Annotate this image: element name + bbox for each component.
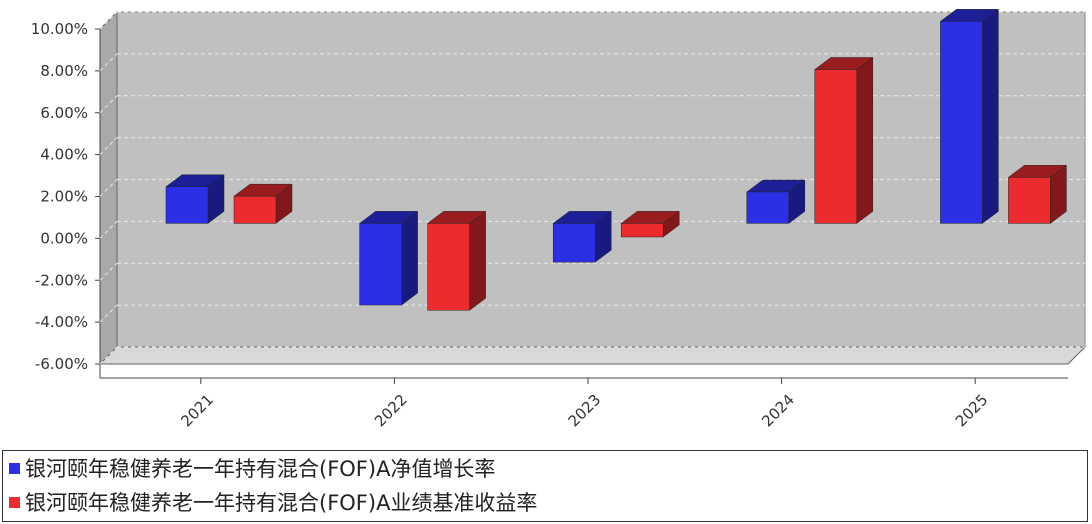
bar-front bbox=[552, 223, 596, 263]
x-tick-label: 2025 bbox=[952, 391, 992, 431]
x-tick-label: 2023 bbox=[565, 391, 605, 431]
bar-1-2021 bbox=[165, 174, 225, 224]
x-tick-label: 2022 bbox=[371, 391, 411, 431]
bar-front bbox=[427, 223, 470, 311]
legend-label-series-1: 银河颐年稳健养老一年持有混合(FOF)A净值增长率 bbox=[25, 457, 496, 481]
legend-swatch-series-1 bbox=[9, 462, 20, 474]
y-tick-label: 2.00% bbox=[40, 188, 88, 206]
bar-side bbox=[469, 210, 486, 311]
y-tick-label: 4.00% bbox=[40, 146, 88, 164]
y-tick-label: 8.00% bbox=[40, 62, 88, 80]
bar-1-2025 bbox=[939, 8, 1000, 224]
legend-label-series-2: 银河颐年稳健养老一年持有混合(FOF)A业绩基准收益率 bbox=[25, 491, 538, 515]
y-tick-label: -4.00% bbox=[35, 313, 88, 331]
bar-front bbox=[233, 195, 277, 224]
left-wall bbox=[99, 10, 118, 366]
bar-front bbox=[165, 186, 209, 224]
bar-front bbox=[940, 21, 983, 224]
bar-1-2023 bbox=[552, 210, 612, 263]
bar-2-2022 bbox=[426, 210, 487, 311]
bar-front bbox=[746, 191, 790, 224]
y-axis-ticks: -6.00% -4.00% -2.00% 0.00% 2.00% 4.00% 6.00% 8.… bbox=[31, 20, 100, 373]
bar-2-2025 bbox=[1007, 164, 1068, 224]
floor bbox=[98, 346, 1087, 365]
bar-1-2022 bbox=[358, 210, 419, 306]
bar-side bbox=[401, 210, 418, 306]
legend-item-series-1: 银河颐年稳健养老一年持有混合(FOF)A净值增长率 bbox=[3, 451, 1087, 485]
legend-swatch-series-2 bbox=[9, 496, 20, 508]
y-tick-label: -6.00% bbox=[35, 355, 88, 373]
bar-side bbox=[856, 56, 874, 224]
bar-chart: -6.00% -4.00% -2.00% 0.00% 2.00% 4.00% 6.00% 8.… bbox=[31, 8, 1087, 431]
y-tick-label: 0.00% bbox=[40, 229, 88, 247]
bars bbox=[165, 8, 1068, 311]
bar-front bbox=[359, 223, 402, 306]
y-tick-label: 10.00% bbox=[31, 20, 88, 38]
legend: 银河颐年稳健养老一年持有混合(FOF)A净值增长率 银河颐年稳健养老一年持有混合… bbox=[2, 450, 1088, 522]
bar-1-2024 bbox=[746, 179, 806, 224]
legend-item-series-2: 银河颐年稳健养老一年持有混合(FOF)A业绩基准收益率 bbox=[3, 485, 1087, 519]
bar-2-2024 bbox=[814, 56, 874, 224]
y-tick-label: 6.00% bbox=[40, 104, 88, 122]
x-axis-ticks: 2021 2022 2023 2024 2025 bbox=[177, 378, 992, 431]
bar-front bbox=[620, 223, 664, 238]
bar-2-2023 bbox=[620, 210, 680, 238]
x-tick-label: 2021 bbox=[177, 391, 217, 431]
y-tick-label: -2.00% bbox=[35, 271, 88, 289]
bar-front bbox=[1008, 177, 1051, 224]
bar-side bbox=[982, 8, 999, 224]
bar-front bbox=[814, 69, 858, 224]
bar-2-2021 bbox=[233, 183, 293, 224]
x-tick-label: 2024 bbox=[758, 391, 798, 431]
grid-lines bbox=[99, 11, 1085, 365]
